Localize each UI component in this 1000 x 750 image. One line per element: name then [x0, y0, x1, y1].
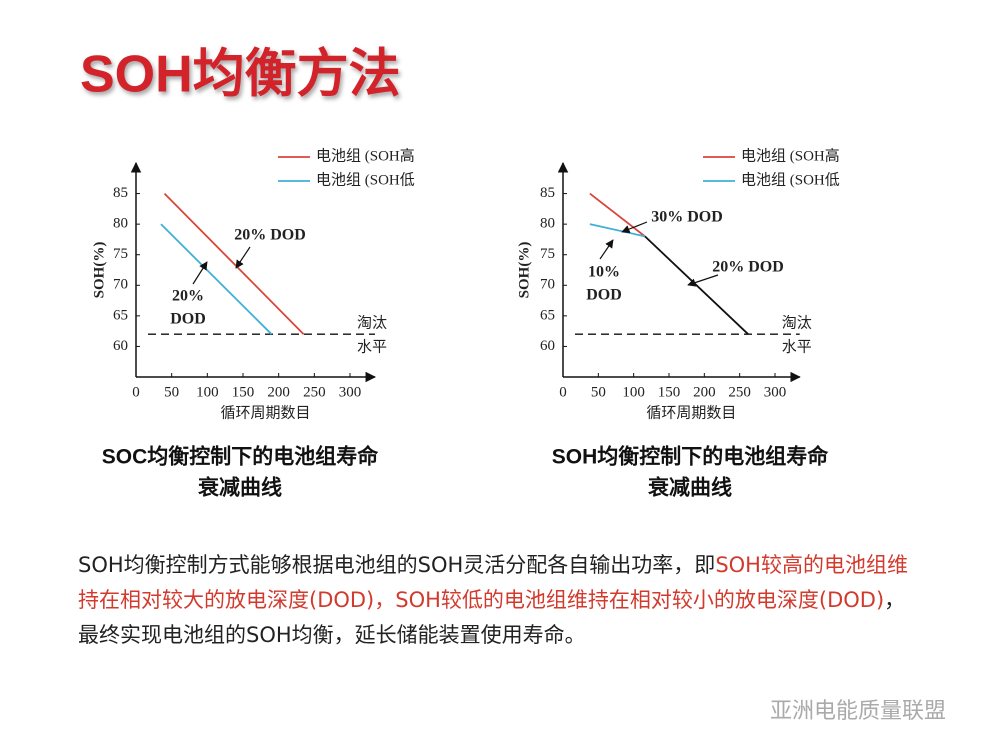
annotation: 20% DOD	[712, 259, 784, 276]
series-line	[163, 192, 305, 335]
annotation: 20% DOD	[234, 227, 306, 244]
annotation-arrow	[687, 274, 719, 287]
x-tick-label: 300	[764, 384, 787, 400]
threshold-label: 淘汰	[782, 315, 812, 332]
chart-caption: 衰减曲线	[198, 476, 282, 500]
threshold-label: 水平	[357, 339, 387, 356]
x-tick-label: 0	[132, 384, 140, 400]
series-line	[589, 192, 646, 238]
annotation: DOD	[170, 311, 206, 328]
chart-caption: 衰减曲线	[648, 476, 732, 500]
watermark: 亚洲电能质量联盟	[770, 699, 946, 724]
y-axis-label: SOH(%)	[91, 242, 107, 299]
x-tick-label: 150	[232, 384, 255, 400]
x-tick-label: 100	[622, 384, 645, 400]
text-segment: SOH较高的电池组维持在相对较大的放电深度(DOD)，SOH较低的电池组维持在相…	[78, 553, 908, 612]
x-axis-label: 循环周期数目	[220, 404, 310, 421]
annotation-arrow	[235, 246, 251, 269]
x-tick-label: 50	[164, 384, 179, 400]
series-line	[160, 223, 273, 335]
slide-title: SOH均衡方法	[80, 46, 401, 104]
y-axis-label: SOH(%)	[516, 242, 532, 299]
x-tick-label: 100	[196, 384, 219, 400]
annotation: DOD	[586, 287, 622, 304]
chart-caption: SOC均衡控制下的电池组寿命	[102, 445, 380, 469]
x-tick-label: 50	[591, 384, 606, 400]
text-segment: SOH均衡控制方式能够根据电池组的SOH灵活分配各自输出功率，即	[78, 553, 716, 577]
series-line	[644, 235, 749, 335]
x-axis-label: 循环周期数目	[646, 404, 736, 421]
chart-caption: SOH均衡控制下的电池组寿命	[552, 445, 830, 469]
annotation-arrow	[599, 239, 614, 260]
threshold-label: 水平	[782, 339, 812, 356]
y-tick-label: 85	[540, 185, 555, 201]
y-tick-label: 60	[540, 338, 555, 354]
x-tick-label: 250	[303, 384, 326, 400]
legend-label: 电池组 (SOH高	[316, 147, 415, 164]
y-tick-label: 60	[113, 338, 128, 354]
legend-label: 电池组 (SOH高	[741, 147, 840, 164]
annotation: 10%	[588, 264, 620, 281]
y-tick-label: 75	[113, 246, 128, 262]
x-tick-label: 0	[559, 384, 567, 400]
description: SOH均衡控制方式能够根据电池组的SOH灵活分配各自输出功率，即SOH较高的电池…	[78, 548, 908, 653]
y-tick-label: 70	[540, 277, 555, 293]
text-segment: ，最终实现电池组的SOH均衡，延长储能装置使用寿命。	[78, 588, 906, 647]
y-tick-label: 85	[113, 185, 128, 201]
y-tick-label: 80	[113, 216, 128, 232]
annotation: 30% DOD	[651, 209, 723, 226]
y-tick-label: 75	[540, 246, 555, 262]
threshold-label: 淘汰	[357, 315, 387, 332]
x-tick-label: 200	[693, 384, 716, 400]
y-tick-label: 80	[540, 216, 555, 232]
annotation-arrow	[621, 221, 648, 234]
legend-label: 电池组 (SOH低	[316, 171, 415, 188]
y-tick-label: 65	[540, 307, 555, 323]
x-tick-label: 250	[728, 384, 751, 400]
y-tick-label: 65	[113, 307, 128, 323]
y-tick-label: 70	[113, 277, 128, 293]
annotation-arrow	[192, 261, 208, 285]
legend-label: 电池组 (SOH低	[741, 171, 840, 188]
annotation: 20%	[172, 288, 204, 305]
x-tick-label: 200	[267, 384, 290, 400]
x-tick-label: 300	[339, 384, 362, 400]
x-tick-label: 150	[658, 384, 681, 400]
series-line	[589, 223, 646, 238]
